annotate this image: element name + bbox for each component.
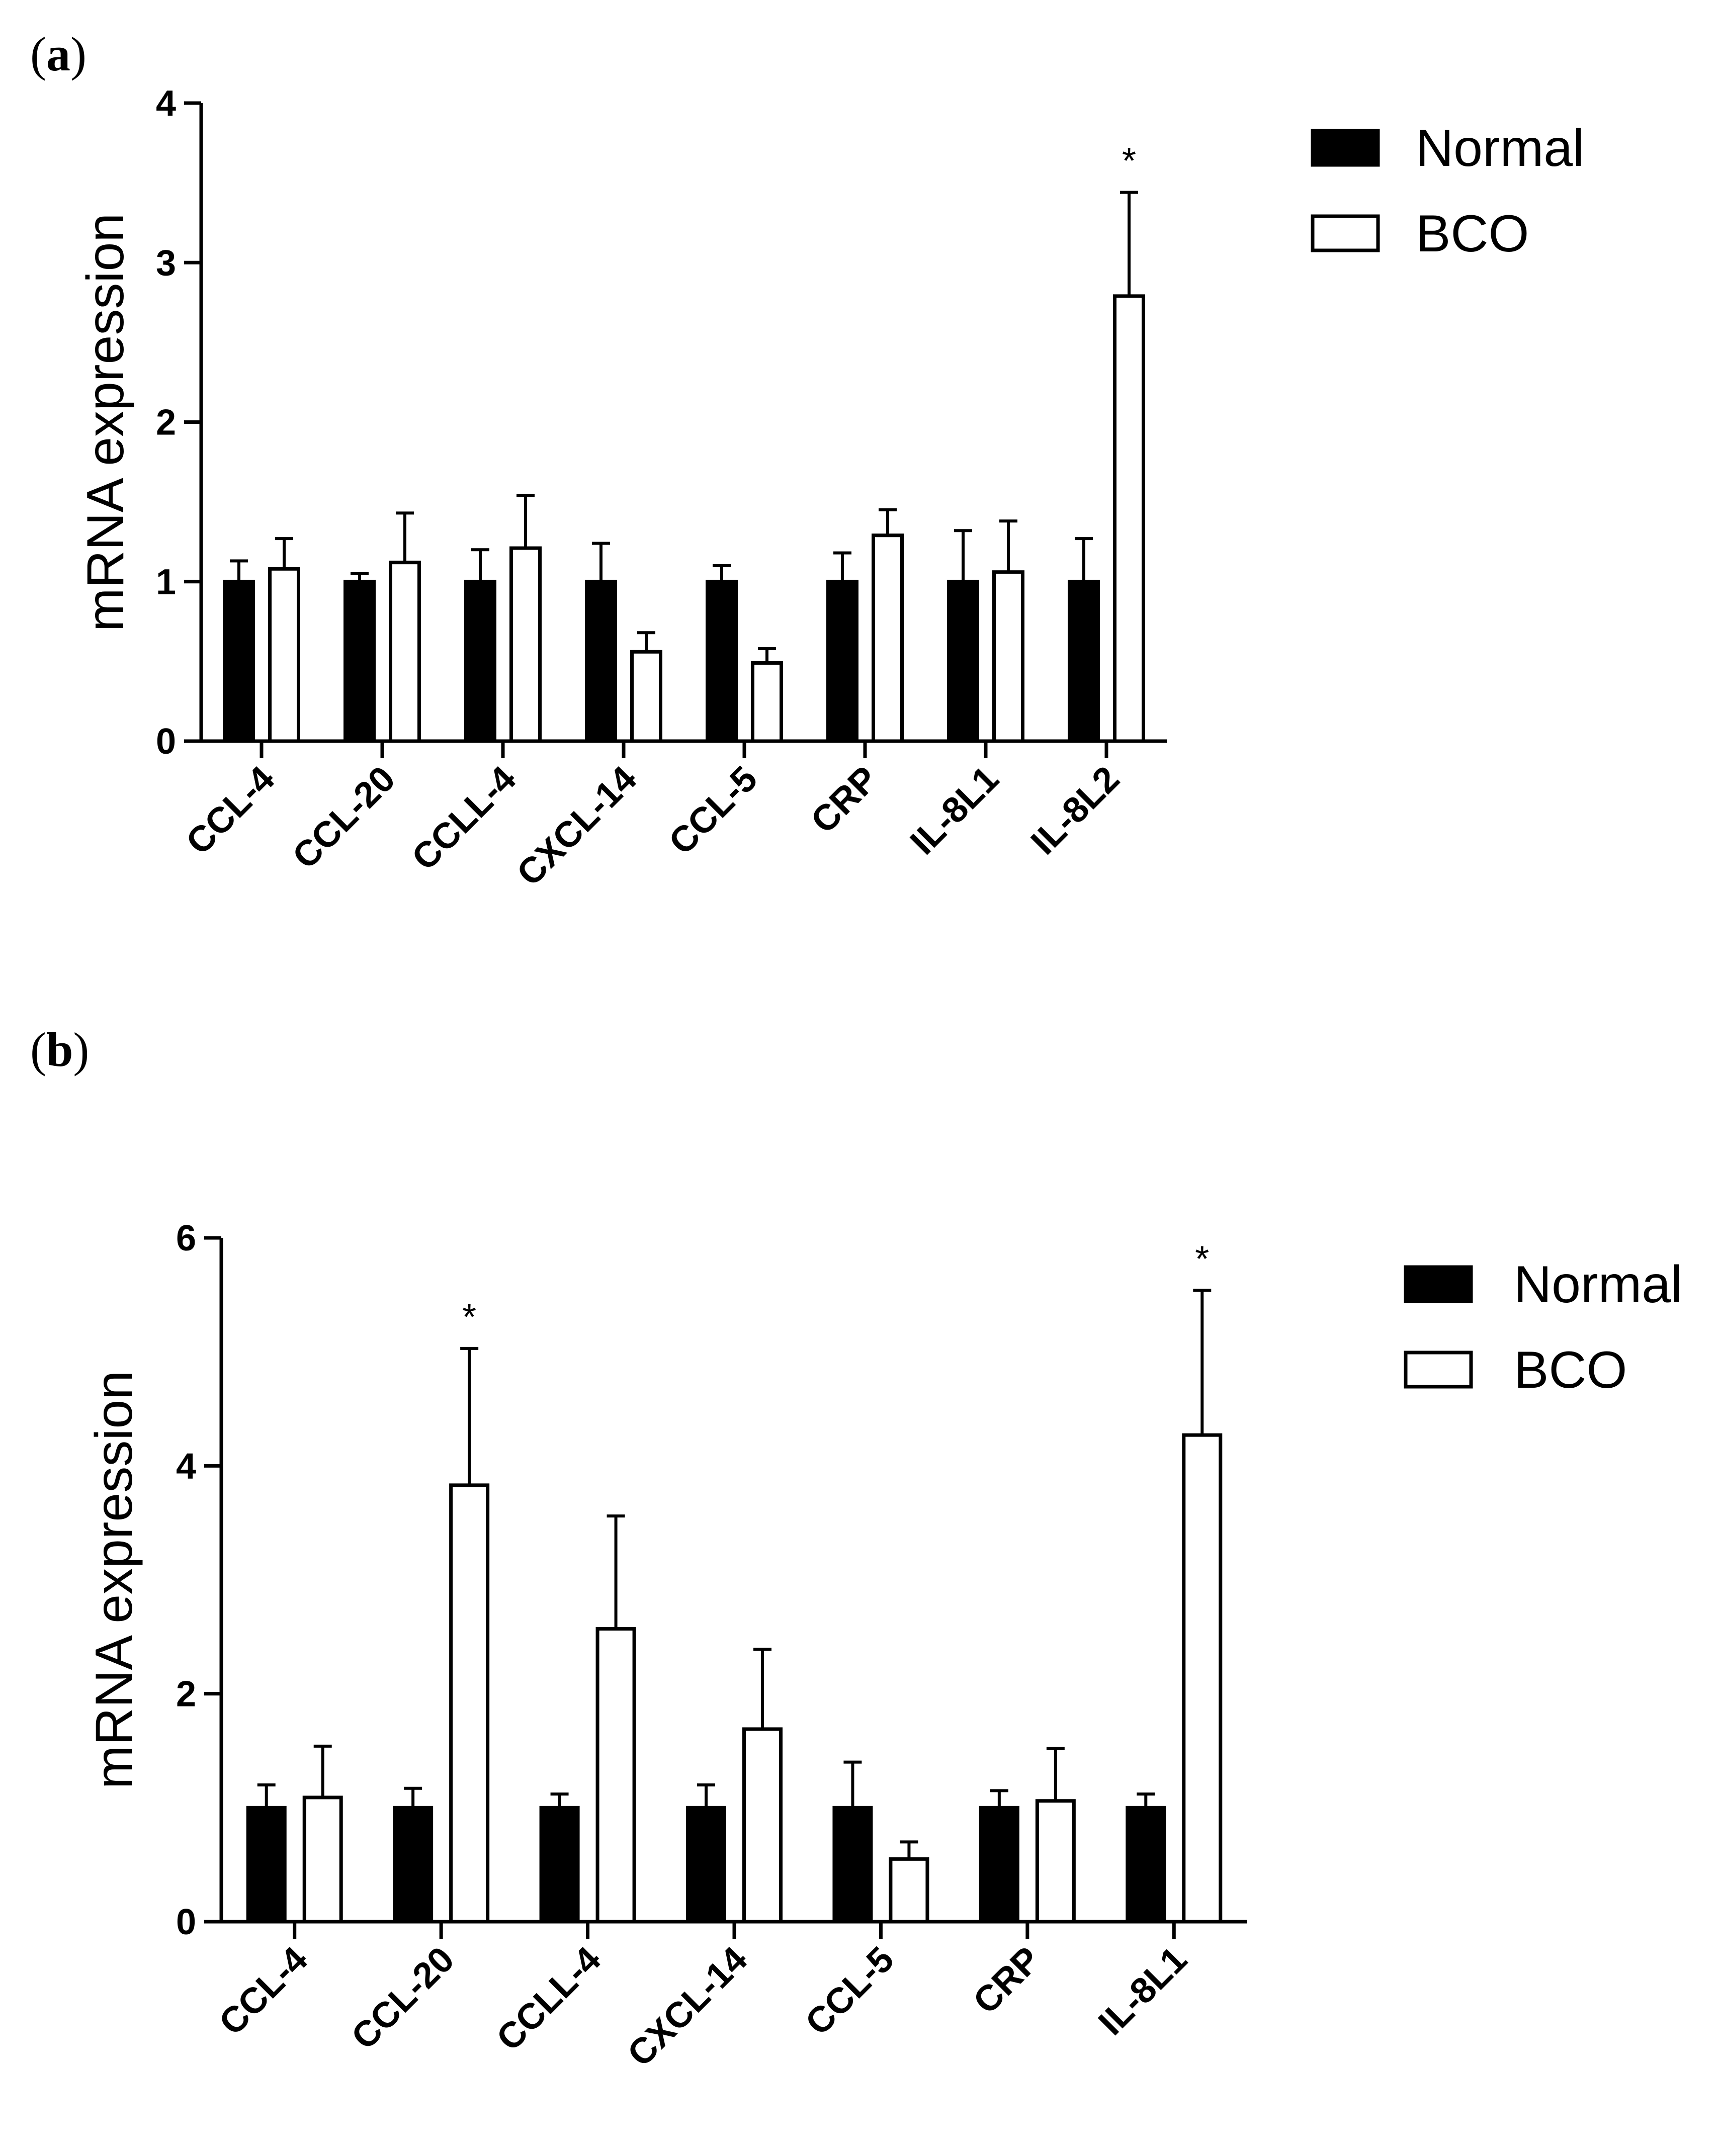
legend-label: Normal (1514, 1255, 1682, 1314)
x-tick-label: CCL-4 (212, 1939, 315, 2043)
legend-label: Normal (1416, 119, 1584, 177)
bar-normal (826, 580, 858, 743)
panel-label-open: ( (30, 1023, 46, 1076)
bar-bco (1035, 1799, 1076, 1924)
panel-label-letter: b (46, 1023, 73, 1076)
bar-normal (464, 580, 496, 743)
x-tick-label: CXCL-14 (509, 759, 645, 894)
bar-bco (889, 1857, 929, 1924)
bar-bco (389, 561, 421, 743)
bar-bco (1113, 294, 1145, 743)
x-tick-label: CCL-20 (344, 1939, 462, 2057)
y-tick-label: 4 (156, 83, 176, 124)
bar-normal (706, 580, 738, 743)
bar-normal (947, 580, 979, 743)
significance-marker: * (462, 1297, 476, 1337)
bar-bco (742, 1727, 783, 1924)
y-tick-label: 2 (156, 403, 176, 443)
panel-label-letter: a (46, 27, 70, 81)
panel-label-close: ) (70, 27, 87, 81)
legend-label: BCO (1514, 1341, 1627, 1399)
bar-bco (992, 570, 1024, 743)
x-tick-label: CCLL-4 (489, 1939, 609, 2059)
bar-bco (509, 546, 542, 743)
x-tick-label: IL-8L1 (1091, 1939, 1194, 2043)
chart-b: (b) mRNA expression 0 2 4 6 CCL-4 * CCL-20 CCLL-4… (30, 1023, 1682, 2074)
y-axis-title: mRNA expression (76, 213, 135, 632)
bar-normal (979, 1806, 1019, 1924)
panel-label: (b) (30, 1023, 89, 1076)
x-tick-label: CCL-5 (661, 759, 765, 862)
bar-normal (585, 580, 617, 743)
significance-marker: * (1195, 1239, 1209, 1279)
bar-normal (1068, 580, 1100, 743)
y-tick-label: 0 (156, 722, 176, 762)
y-tick-label: 2 (176, 1674, 196, 1715)
bar-bco (751, 661, 783, 743)
legend-swatch-bco (1404, 1351, 1473, 1389)
y-axis-title: mRNA expression (85, 1371, 143, 1789)
x-tick-label: CRP (803, 759, 886, 841)
x-tick-label: CCLL-4 (404, 759, 524, 878)
bar-normal (393, 1806, 434, 1924)
x-tick-label: CCL-5 (798, 1939, 901, 2043)
legend-swatch-normal (1404, 1265, 1473, 1303)
y-tick-label: 6 (176, 1218, 196, 1259)
panel-label-close: ) (73, 1023, 89, 1076)
bar-normal (343, 580, 376, 743)
bar-normal (539, 1806, 580, 1924)
bar-normal (246, 1806, 287, 1924)
y-tick-label: 4 (176, 1446, 196, 1486)
chart-a: (a) mRNA expression 0 1 2 3 4 CCL-4 CCL-20 CCLL-4… (30, 27, 1584, 893)
bar-normal (223, 580, 255, 743)
panel-label: (a) (30, 27, 87, 81)
bar-bco (268, 567, 300, 743)
bar-bco (630, 650, 662, 743)
x-tick-label: CCL-4 (179, 759, 282, 862)
y-tick-label: 3 (156, 243, 176, 283)
legend-swatch-normal (1311, 129, 1380, 167)
bar-bco (302, 1795, 343, 1924)
x-tick-label: IL-8L2 (1023, 759, 1127, 862)
bar-normal (1126, 1806, 1166, 1924)
x-tick-label: CRP (966, 1939, 1048, 2022)
x-tick-label: CXCL-14 (620, 1939, 755, 2075)
bar-bco (595, 1627, 636, 1924)
bar-normal (686, 1806, 726, 1924)
legend-label: BCO (1416, 205, 1529, 263)
y-tick-label: 1 (156, 562, 176, 602)
x-tick-label: IL-8L1 (903, 759, 1006, 862)
x-tick-label: CCL-20 (285, 759, 403, 877)
y-tick-label: 0 (176, 1902, 196, 1942)
legend-swatch-bco (1311, 214, 1380, 252)
bar-bco (449, 1483, 490, 1924)
bar-normal (832, 1806, 873, 1924)
panel-label-open: ( (30, 27, 46, 81)
bar-bco (872, 533, 904, 743)
bar-bco (1182, 1433, 1223, 1924)
significance-marker: * (1122, 141, 1136, 182)
